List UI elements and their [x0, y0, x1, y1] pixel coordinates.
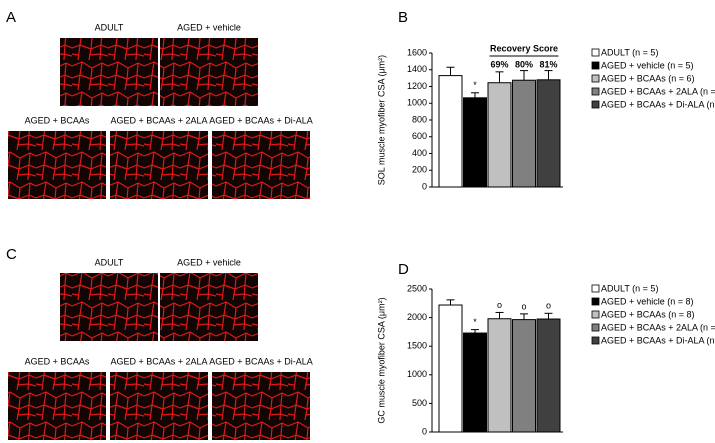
y-tick-label: 2000: [407, 312, 427, 322]
legend-swatch: [591, 48, 600, 57]
bar: [438, 304, 463, 433]
y-tick-label: 200: [412, 165, 427, 175]
legend-swatch: [591, 87, 600, 96]
panel-label: A: [6, 9, 16, 26]
y-tick-label: 800: [412, 114, 427, 124]
panel-label: D: [398, 261, 409, 278]
y-axis-label: GC muscle myofiber CSA (μm²): [376, 297, 386, 423]
micrograph: [160, 273, 258, 341]
y-tick-label: 500: [412, 398, 427, 408]
bar: [512, 79, 536, 188]
y-tick-label: 1500: [407, 341, 427, 351]
significance-mark: *: [473, 317, 477, 327]
y-tick-label: 1200: [407, 81, 427, 91]
image-label: AGED + BCAAs: [25, 356, 90, 366]
micrograph: [60, 38, 158, 106]
legend-label: ADULT (n = 5): [601, 283, 658, 293]
y-tick-label: 1000: [407, 98, 427, 108]
image-label: AGED + vehicle: [177, 22, 241, 32]
image-label: AGED + BCAAs + Di-ALA: [209, 356, 313, 366]
y-axis-label: SOL muscle myofiber CSA (μm²): [376, 55, 386, 185]
legend-label: AGED + vehicle (n = 8): [601, 296, 694, 306]
legend-swatch: [591, 61, 600, 70]
legend-swatch: [591, 297, 600, 306]
legend-swatch: [591, 336, 600, 345]
legend-swatch: [591, 74, 600, 83]
score-title: Recovery Score: [490, 43, 558, 53]
bar: [463, 97, 487, 188]
y-tick-label: 0: [422, 181, 427, 191]
legend-swatch: [591, 323, 600, 332]
micrograph: [212, 131, 310, 199]
y-tick-label: 0: [422, 426, 427, 436]
bar: [438, 75, 463, 188]
image-label: AGED + BCAAs + 2ALA: [110, 115, 207, 125]
significance-mark: o: [497, 300, 502, 310]
bar: [463, 332, 487, 433]
micrograph: [110, 131, 208, 199]
micrograph: [8, 131, 106, 199]
significance-mark: o: [546, 301, 551, 311]
panel-label: B: [398, 9, 408, 26]
micrograph: [60, 273, 158, 341]
legend-label: AGED + BCAAs (n = 8): [601, 309, 695, 319]
legend-label: AGED + BCAAs + Di-ALA (n = 6): [601, 99, 715, 109]
y-tick-label: 1000: [407, 369, 427, 379]
bar: [536, 318, 561, 433]
significance-mark: *: [473, 80, 477, 90]
legend-label: AGED + BCAAs + 2ALA (n = 8): [601, 322, 715, 332]
bar: [487, 82, 512, 188]
bar: [487, 318, 512, 433]
significance-mark: o: [521, 301, 526, 311]
score-label: 80%: [515, 59, 533, 69]
legend-label: ADULT (n = 5): [601, 47, 658, 57]
y-tick-label: 2500: [407, 283, 427, 293]
y-tick-label: 1400: [407, 64, 427, 74]
micrograph: [160, 38, 258, 106]
score-label: 69%: [490, 59, 508, 69]
legend-label: AGED + BCAAs (n = 6): [601, 73, 695, 83]
image-label: AGED + BCAAs + Di-ALA: [209, 115, 313, 125]
y-tick-label: 1600: [407, 47, 427, 57]
y-tick-label: 600: [412, 131, 427, 141]
legend-label: AGED + BCAAs + Di-ALA (n = 8): [601, 335, 715, 345]
micrograph: [110, 372, 208, 440]
panel-label: C: [6, 246, 17, 263]
legend-swatch: [591, 100, 600, 109]
legend-label: AGED + vehicle (n = 5): [601, 60, 694, 70]
micrograph: [212, 372, 310, 440]
image-label: AGED + vehicle: [177, 257, 241, 267]
legend-label: AGED + BCAAs + 2ALA (n = 6): [601, 86, 715, 96]
micrograph: [8, 372, 106, 440]
y-tick-label: 400: [412, 148, 427, 158]
bar: [512, 319, 536, 433]
image-label: ADULT: [95, 257, 124, 267]
score-label: 81%: [539, 59, 557, 69]
legend-swatch: [591, 284, 600, 293]
image-label: ADULT: [95, 22, 124, 32]
image-label: AGED + BCAAs: [25, 115, 90, 125]
legend-swatch: [591, 310, 600, 319]
bar: [536, 79, 561, 188]
image-label: AGED + BCAAs + 2ALA: [110, 356, 207, 366]
